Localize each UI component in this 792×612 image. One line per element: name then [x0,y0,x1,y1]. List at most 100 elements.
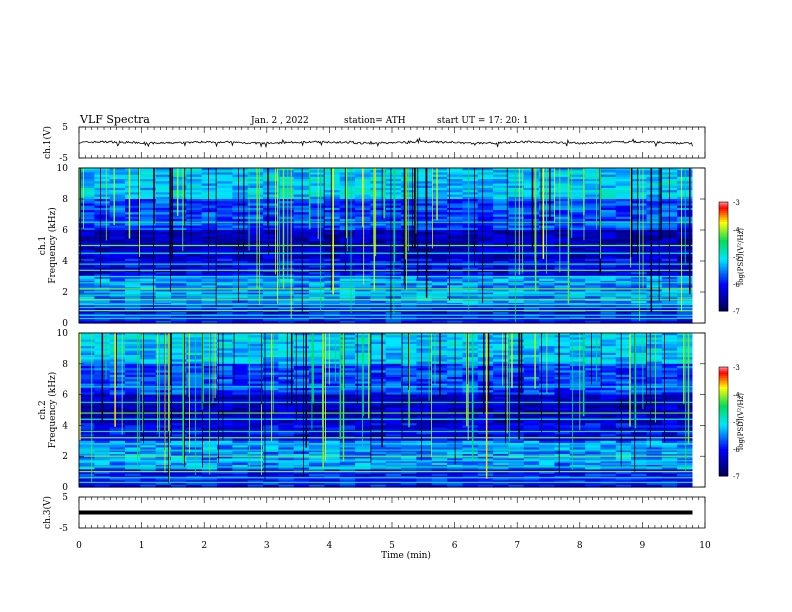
spectro-cell [401,232,418,236]
spectro-cell [646,168,663,171]
spectro-cell [370,192,387,196]
spectro-cell [217,234,233,238]
spectro-cell [186,276,203,280]
spectro-cell [79,377,95,380]
spectro-cell [401,245,418,249]
spectro-cell [569,269,586,273]
spectro-cell [309,339,325,343]
spectro-cell [585,318,602,322]
spectro-cell [339,212,356,216]
spectro-cell [339,258,356,262]
spectro-cell [554,278,571,282]
spectro-cell [554,318,571,322]
spectro-cell [339,394,356,398]
spectro-cell [309,292,325,295]
spectro-cell [615,359,632,363]
spectro-cell [493,335,510,338]
spectro-cell [109,276,126,280]
spectro-cell [263,168,279,171]
spectro-cell [232,370,249,374]
spectro-cell [661,320,678,324]
spectro-cell [523,383,540,387]
spectro-cell [554,210,571,213]
spectro-cell [355,223,372,227]
spectro-cell [79,276,95,280]
spectro-cell [232,305,249,309]
spectro-cell [493,230,510,233]
spectro-cell [247,241,264,244]
spectro-cell [585,361,602,365]
spectro-cell [79,170,95,174]
spectro-cell [125,392,141,396]
spectro-cell [370,379,387,382]
spectro-cell [324,394,341,398]
spectro-cell [615,283,632,286]
spectro-cell [79,311,95,315]
spectro-cell [416,339,433,343]
panel-ch1-voltage: 5-5ch.1(V) [42,123,706,164]
spectro-cell [600,265,617,269]
spectro-cell [140,278,157,282]
spectro-cell [401,196,418,200]
spectro-cell [462,320,479,324]
spectro-cell [539,289,556,293]
spectro-cell [171,196,187,200]
spectro-cell [370,267,387,271]
spectro-cell [278,218,295,222]
spectro-cell [370,346,387,349]
spectro-cell [646,318,663,322]
spectro-cell [508,256,525,260]
spectro-cell [155,300,172,304]
spectro-cell [155,374,172,378]
spectro-cell [186,285,203,289]
spectro-cell [508,194,525,198]
spectro-cell [493,232,510,236]
spectro-cell [508,176,525,180]
spectro-cell [109,203,126,207]
spectro-cell [140,261,157,264]
spectro-cell [309,261,325,264]
spectro-cell [508,207,525,211]
spectro-cell [355,201,372,205]
spectro-cell [79,179,95,182]
spectro-cell [79,392,95,396]
spectro-cell [462,234,479,238]
spectro-cell [79,296,95,300]
spectro-cell [109,241,126,244]
spectro-cell [447,210,464,213]
spectro-cell [508,190,525,193]
spectro-cell [171,311,187,315]
spectro-cell [309,335,325,338]
spectro-cell [431,278,448,282]
spectro-cell [155,311,172,315]
spectro-cell [324,265,341,269]
spectro-cell [508,341,525,345]
spectro-cell [631,335,648,338]
spectro-cell [677,355,694,358]
spectro-cell [462,218,479,222]
spectro-cell [355,247,372,251]
spectro-cell [677,381,694,385]
spectro-cell [523,311,540,315]
spectro-cell [523,339,540,343]
spectro-cell [125,366,141,369]
spectro-cell [401,187,418,191]
spectro-cell [324,333,341,336]
spectro-cell [339,305,356,309]
spectro-cell [79,355,95,358]
spectro-cell [493,269,510,273]
spectro-cell [569,374,586,378]
spectro-cell [155,207,172,211]
spectro-cell [324,245,341,249]
spectro-cell [79,267,95,271]
spectro-cell [355,258,372,262]
spectro-cell [232,183,249,187]
spectro-cell [508,318,525,322]
colorbar-step [719,269,728,272]
spectro-cell [677,377,694,380]
spectro-cell [247,210,264,213]
spectro-cell [355,241,372,244]
spectro-cell [569,307,586,311]
spectro-cell [508,285,525,289]
spectro-cell [477,289,494,293]
